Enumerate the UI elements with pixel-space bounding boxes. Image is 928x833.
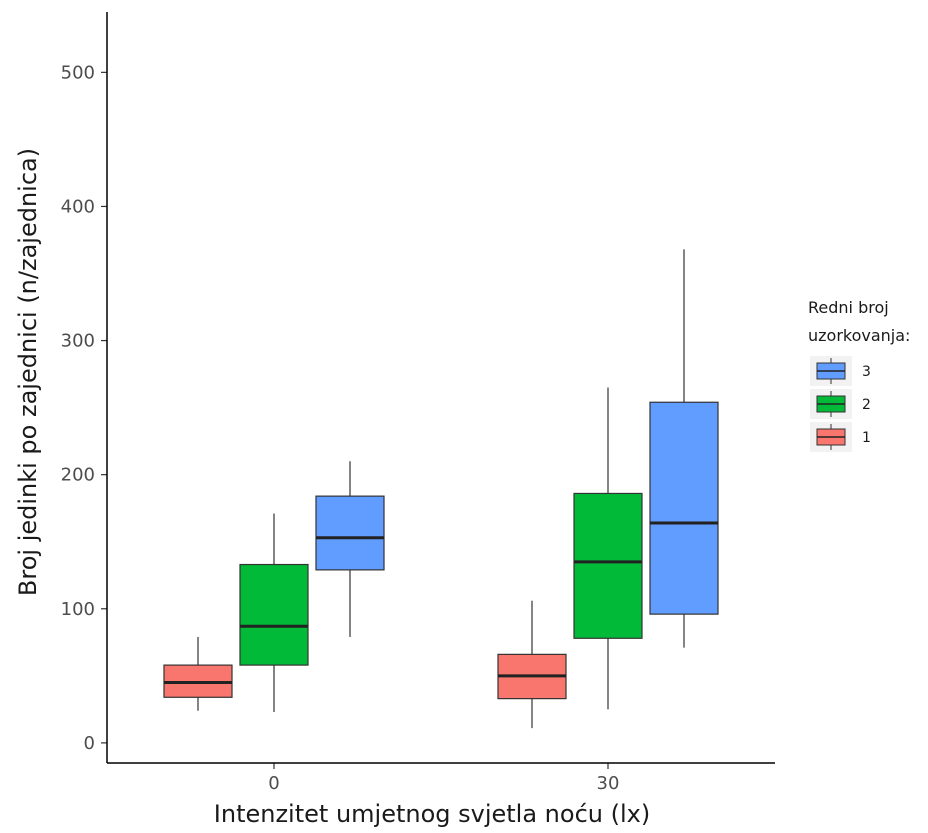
legend-label: 2 xyxy=(862,397,871,413)
y-axis-ticks: 0 100 200 300 400 500 xyxy=(61,62,107,754)
legend-item-3: 3 xyxy=(810,356,871,386)
box-iqr xyxy=(239,563,309,666)
legend-item-2: 2 xyxy=(810,389,871,419)
box-iqr xyxy=(315,495,385,571)
y-tick-label: 400 xyxy=(61,196,95,217)
y-tick-label: 300 xyxy=(61,331,95,352)
y-tick-label: 200 xyxy=(61,465,95,486)
legend-item-1: 1 xyxy=(810,422,871,452)
legend-label: 3 xyxy=(862,364,871,380)
legend-label: 1 xyxy=(862,430,871,446)
y-tick-label: 0 xyxy=(84,733,95,754)
y-tick-label: 500 xyxy=(61,62,95,83)
box-iqr xyxy=(649,401,719,615)
x-tick-label: 0 xyxy=(268,773,279,794)
boxplot-series xyxy=(163,249,719,729)
box-group-series-1 xyxy=(497,600,567,729)
y-axis-title: Broj jedinki po zajednici (n/zajednica) xyxy=(14,148,42,596)
box-group-series-2 xyxy=(239,513,309,713)
box-group-series-2 xyxy=(573,387,643,710)
y-tick-label: 100 xyxy=(61,599,95,620)
legend-title-line-2: uzorkovanja: xyxy=(808,326,910,345)
x-tick-label: 30 xyxy=(597,773,620,794)
box-iqr xyxy=(573,492,643,639)
box-group-series-3 xyxy=(649,249,719,648)
box-group-series-1 xyxy=(163,636,233,711)
x-axis-ticks: 0 30 xyxy=(268,763,619,794)
legend: Redni broj uzorkovanja: 3 2 1 xyxy=(808,298,910,452)
box-group-series-3 xyxy=(315,461,385,637)
x-axis-title: Intenzitet umjetnog svjetla noću (lx) xyxy=(214,800,650,828)
legend-title-line-1: Redni broj xyxy=(808,298,889,317)
